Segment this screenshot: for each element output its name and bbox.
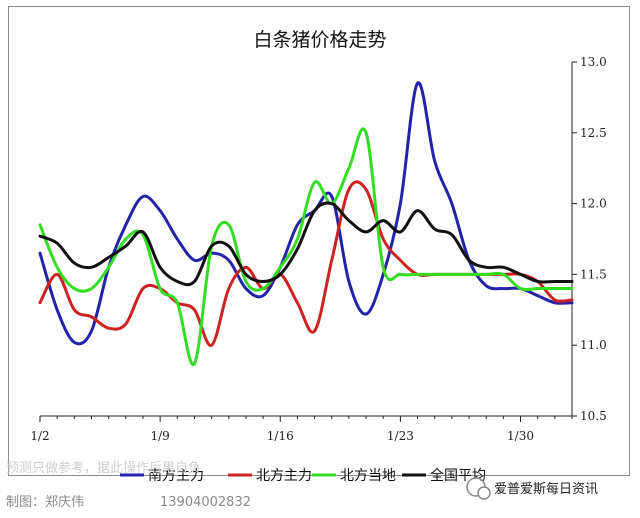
series-layer <box>38 81 574 367</box>
legend: 南方主力 北方主力 北方当地 全国平均 <box>120 467 486 484</box>
y-tick-label: 11.5 <box>580 267 607 281</box>
author-text: 制图：郑庆伟 <box>6 495 84 510</box>
series-line-3 <box>38 127 574 367</box>
legend-label: 北方主力 <box>256 468 312 484</box>
x-tick-label: 1/2 <box>30 429 49 443</box>
x-tick-label: 1/9 <box>150 429 169 443</box>
x-tick-label: 1/23 <box>387 429 414 443</box>
series-line-4 <box>38 201 574 287</box>
y-tick-label: 11.0 <box>580 338 607 352</box>
y-tick-label: 10.5 <box>580 409 607 423</box>
legend-label: 全国平均 <box>430 467 486 484</box>
y-tick-label: 12.0 <box>580 197 607 211</box>
x-tick-label: 1/30 <box>507 429 534 443</box>
y-tick-label: 13.0 <box>580 55 607 69</box>
wechat-logo-icon-small <box>477 486 491 500</box>
axes: 10.5 11.0 11.5 12.0 12.5 13.0 1/2 1/9 1/16 1/23 1/… <box>30 55 606 443</box>
x-tick-label: 1/16 <box>267 429 294 443</box>
y-tick-label: 12.5 <box>580 126 607 140</box>
phone-text: 13904002832 <box>160 495 251 510</box>
legend-label: 南方主力 <box>148 468 204 484</box>
legend-label: 北方当地 <box>340 468 396 484</box>
chart-title: 白条猪价格走势 <box>253 29 386 51</box>
brand-name: 爱普爱斯每日资讯 <box>494 481 598 497</box>
disclaimer-text: 预测只做参考，据此操作后果自负 <box>6 460 201 476</box>
